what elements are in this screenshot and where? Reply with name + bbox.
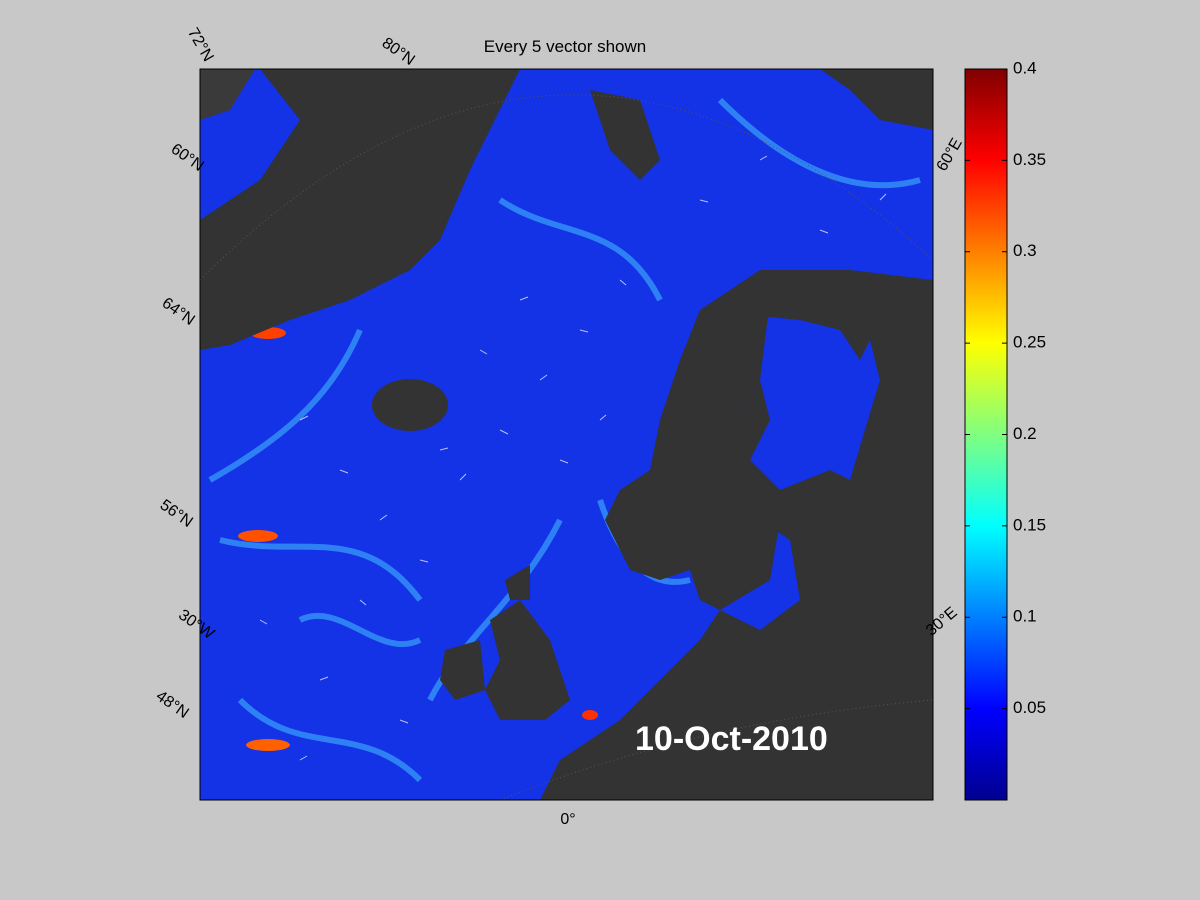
vector-arrows xyxy=(259,155,887,761)
land xyxy=(200,69,933,800)
map-title: Every 5 vector shown xyxy=(484,37,647,56)
colorbar-tick-label: 0.1 xyxy=(1013,607,1037,626)
date-label: 10-Oct-2010 xyxy=(635,720,828,758)
colorbar-tick-label: 0.2 xyxy=(1013,424,1037,443)
colorbar-tick-label: 0.05 xyxy=(1013,698,1046,717)
current-streaks xyxy=(208,97,921,783)
colorbar xyxy=(964,68,1008,801)
colorbar-tick-label: 0.35 xyxy=(1013,150,1046,169)
graticule xyxy=(200,94,933,800)
colorbar-ticks: 0.05 0.1 0.15 0.2 0.25 0.3 0.35 0.4 xyxy=(965,58,1046,717)
colorbar-tick-label: 0.3 xyxy=(1013,241,1037,260)
colorbar-tick-label: 0.15 xyxy=(1013,515,1046,534)
graticule-label: 0° xyxy=(560,811,575,828)
colorbar-tick-label: 0.4 xyxy=(1013,58,1037,77)
map-frame xyxy=(199,68,934,801)
colorbar-tick-label: 0.25 xyxy=(1013,333,1046,352)
map xyxy=(200,69,933,800)
